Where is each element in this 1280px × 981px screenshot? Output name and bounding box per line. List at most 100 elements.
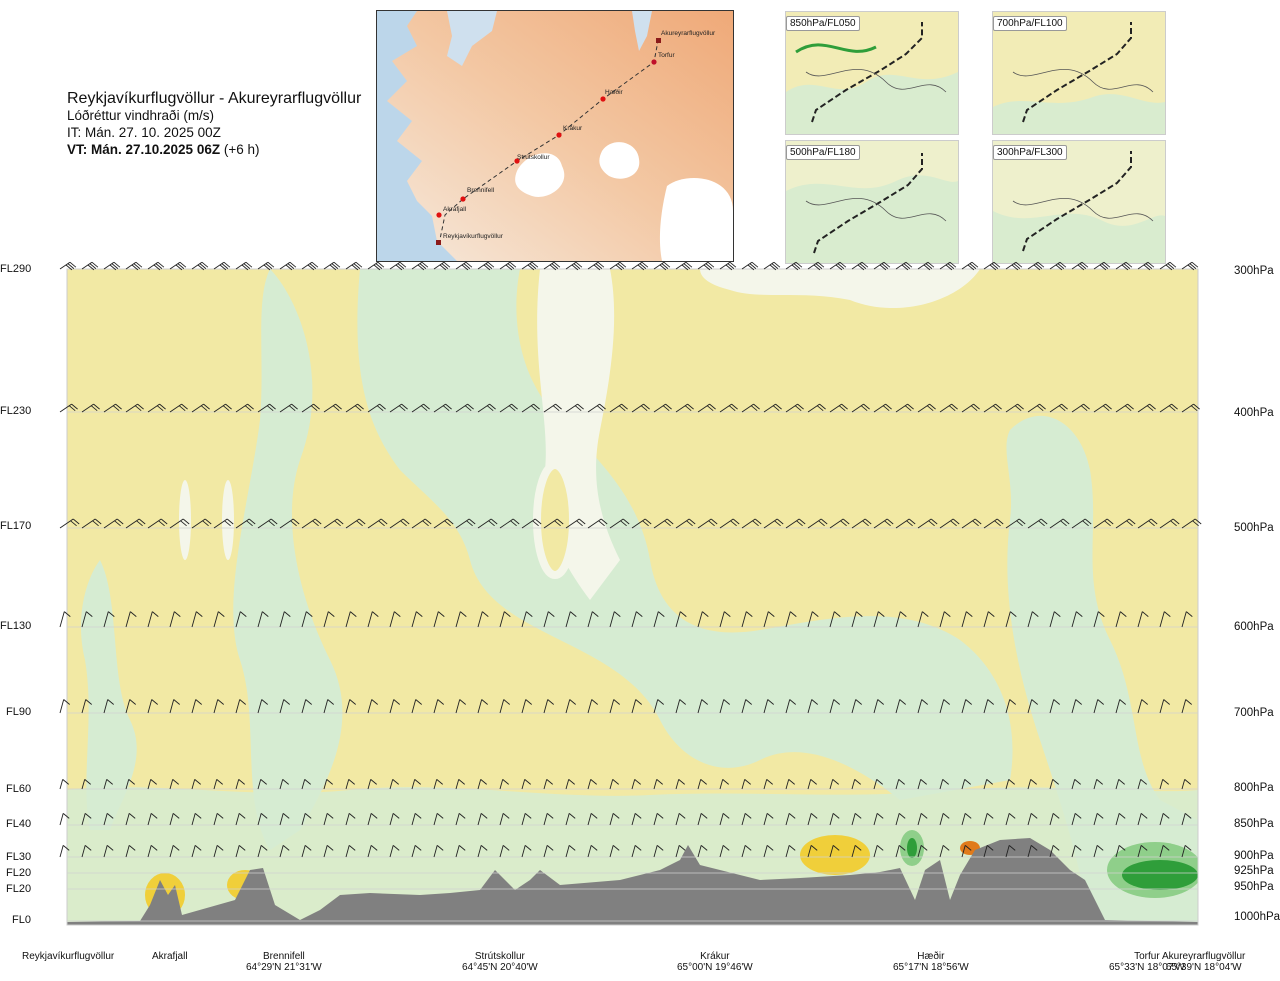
wind-barb xyxy=(477,813,488,826)
wind-barb xyxy=(301,699,312,714)
wind-barb xyxy=(807,518,828,529)
fl-axis-label: FL20 xyxy=(6,867,32,879)
wind-barb xyxy=(147,403,166,413)
wind-barb xyxy=(1181,611,1193,628)
wind-barb xyxy=(169,699,180,714)
wind-barb xyxy=(81,813,92,826)
wind-barb xyxy=(389,699,400,714)
wind-barb xyxy=(59,403,78,413)
wind-barb xyxy=(675,518,696,529)
wind-barb xyxy=(323,518,344,529)
pressure-axis-label: 1000hPa xyxy=(1234,911,1280,923)
wind-barb xyxy=(895,845,906,858)
location-name: Krákur xyxy=(700,951,730,962)
wind-barb xyxy=(785,403,804,413)
wind-barb xyxy=(81,699,92,714)
wind-barb xyxy=(213,261,231,271)
wind-barb xyxy=(543,845,554,858)
wind-barb xyxy=(147,611,159,628)
wind-barb xyxy=(565,699,576,714)
wind-barb xyxy=(939,845,950,858)
issue-time: IT: Mán. 27. 10. 2025 00Z xyxy=(67,125,221,140)
wind-barb xyxy=(895,813,906,826)
route-points: Akureyrarflugvöllur Torfur Hæðir Krákur … xyxy=(436,30,716,245)
wind-barb xyxy=(631,261,649,271)
wind-barb xyxy=(653,699,664,714)
wind-barb xyxy=(961,261,979,271)
wind-barb xyxy=(455,779,465,790)
wind-barb xyxy=(213,779,223,790)
wind-barb xyxy=(587,403,606,413)
wind-barb xyxy=(565,261,583,271)
wind-barb xyxy=(697,261,715,271)
wind-barb xyxy=(873,779,883,790)
fl-axis-label: FL290 xyxy=(0,263,32,275)
wind-barb xyxy=(1093,813,1104,826)
wind-barb xyxy=(829,699,840,714)
wind-barb xyxy=(147,261,165,271)
wind-barb xyxy=(1115,518,1136,529)
wind-barb xyxy=(433,813,444,826)
wind-barb xyxy=(1137,261,1155,271)
wind-barb xyxy=(939,779,949,790)
wind-barb xyxy=(961,611,973,628)
wind-barb xyxy=(1181,699,1192,714)
downdraft-core-strong xyxy=(907,838,917,858)
wind-barb xyxy=(917,845,928,858)
location-label: Reykjavíkurflugvöllur xyxy=(22,951,114,962)
wind-barb xyxy=(917,518,938,529)
inset-route xyxy=(1022,151,1132,252)
pressure-axis-label: 925hPa xyxy=(1234,865,1274,877)
wind-barb xyxy=(169,261,187,271)
wind-barb xyxy=(433,261,451,271)
wind-barb xyxy=(455,261,473,271)
wind-barb xyxy=(1005,813,1016,826)
wind-barb xyxy=(411,779,421,790)
wind-barb xyxy=(301,779,311,790)
wind-barb xyxy=(103,813,114,826)
wind-barb xyxy=(169,779,179,790)
inset-field xyxy=(993,211,1165,263)
wind-barb xyxy=(543,699,554,714)
wind-barb xyxy=(257,518,278,529)
wind-barb xyxy=(1005,611,1017,628)
inset-svg xyxy=(993,12,1165,134)
wind-barb xyxy=(1137,699,1148,714)
wind-barb xyxy=(411,518,432,529)
inset-field xyxy=(795,43,877,54)
wind-barb xyxy=(345,779,355,790)
wind-barb xyxy=(565,845,576,858)
valid-time: VT: Mán. 27.10.2025 06Z (+6 h) xyxy=(67,141,361,158)
wind-barb xyxy=(1071,403,1090,413)
wind-barb xyxy=(961,779,971,790)
wind-barb xyxy=(653,261,671,271)
fl-axis-label: FL230 xyxy=(0,405,32,417)
wind-barb xyxy=(609,518,630,529)
wind-barb xyxy=(499,611,511,628)
wind-barb xyxy=(895,779,905,790)
wind-barb xyxy=(1137,779,1147,790)
fl-axis-label: FL20 xyxy=(6,883,32,895)
wind-barb xyxy=(741,779,751,790)
wind-barb xyxy=(895,403,914,413)
wind-barb xyxy=(59,779,69,790)
inset-coast xyxy=(805,198,947,222)
wind-barb xyxy=(785,261,803,271)
wind-barb xyxy=(345,611,357,628)
wind-barb xyxy=(741,611,753,628)
wind-barb xyxy=(279,518,300,529)
route-point-label: Krákur xyxy=(563,125,583,132)
wind-barb xyxy=(433,518,454,529)
wind-barb xyxy=(807,699,818,714)
downdraft-region xyxy=(357,269,1013,800)
inset-map-850: 850hPa/FL050 xyxy=(785,11,959,135)
wind-barb xyxy=(1027,403,1046,413)
wind-barb xyxy=(1027,779,1037,790)
wind-barb xyxy=(389,261,407,271)
wind-barb xyxy=(521,261,539,271)
wind-barb xyxy=(81,611,93,628)
wind-barb xyxy=(125,611,137,628)
wind-barb xyxy=(323,779,333,790)
wind-barb xyxy=(1137,845,1148,858)
